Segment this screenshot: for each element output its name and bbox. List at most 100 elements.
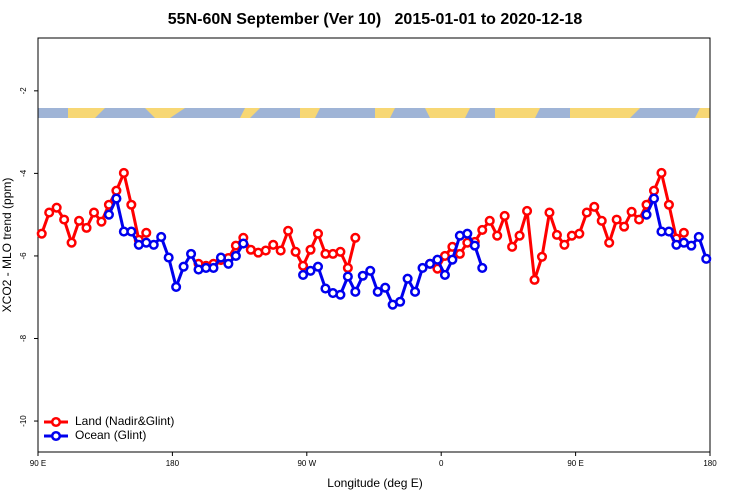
- data-point: [678, 227, 689, 238]
- chart-title: 55N-60N September (Ver 10) 2015-01-01 to…: [168, 11, 583, 28]
- data-point: [111, 193, 122, 204]
- data-point: [701, 253, 712, 264]
- data-point: [103, 209, 114, 220]
- data-point: [477, 262, 488, 273]
- data-point: [305, 265, 316, 276]
- x-tick-label: 180: [703, 459, 717, 468]
- data-point: [581, 207, 592, 218]
- data-point: [611, 214, 622, 225]
- data-point: [111, 185, 122, 196]
- data-point: [417, 262, 428, 273]
- data-point: [447, 254, 458, 265]
- data-point: [522, 205, 533, 216]
- data-point: [88, 207, 100, 218]
- data-point: [507, 241, 518, 252]
- y-axis-label: XCO2 - MLO trend (ppm): [0, 178, 14, 313]
- data-point: [238, 238, 249, 249]
- data-point: [59, 214, 70, 225]
- data-point: [574, 228, 585, 239]
- data-point: [350, 286, 361, 297]
- data-point: [156, 231, 167, 243]
- x-axis-label: Longitude (deg E): [327, 476, 422, 490]
- data-point: [589, 201, 600, 212]
- data-point: [477, 224, 488, 235]
- data-point: [312, 228, 324, 239]
- data-point: [126, 199, 137, 210]
- x-tick-label: 0: [439, 459, 444, 468]
- data-point: [439, 269, 450, 280]
- y-tick-label: -10: [19, 415, 28, 427]
- data-point: [656, 167, 667, 179]
- legend-label: Land (Nadir&Glint): [75, 414, 174, 428]
- data-point: [693, 231, 704, 243]
- data-point: [148, 239, 159, 250]
- data-point: [178, 261, 189, 272]
- data-point: [298, 260, 309, 271]
- plot-frame: [37, 37, 711, 453]
- legend-marker: [50, 416, 62, 428]
- data-point: [686, 240, 697, 251]
- map-strip: [38, 108, 710, 118]
- data-point: [641, 209, 652, 220]
- x-tick-label: 180: [166, 459, 180, 468]
- data-point: [66, 237, 77, 248]
- data-point: [469, 240, 480, 251]
- data-point: [529, 274, 540, 285]
- data-point: [544, 207, 555, 218]
- data-point: [36, 228, 47, 239]
- data-point: [51, 202, 62, 213]
- data-point: [283, 225, 294, 236]
- data-point: [604, 237, 615, 248]
- data-point: [619, 221, 630, 232]
- data-point: [551, 229, 562, 240]
- data-point: [163, 252, 174, 263]
- data-point: [648, 193, 660, 204]
- data-point: [410, 286, 421, 297]
- y-tick-label: -8: [19, 334, 28, 342]
- data-point: [484, 215, 495, 226]
- data-point: [208, 262, 219, 273]
- data-point: [44, 207, 55, 218]
- x-tick-label: 90 W: [297, 459, 316, 468]
- data-point: [230, 250, 241, 261]
- data-point: [96, 216, 107, 227]
- data-point: [663, 199, 674, 210]
- data-point: [141, 227, 152, 238]
- data-point: [536, 251, 548, 262]
- data-point: [275, 245, 286, 256]
- data-point: [320, 283, 331, 294]
- data-point: [342, 271, 353, 282]
- data-point: [432, 254, 443, 265]
- data-point: [260, 245, 271, 256]
- data-point: [402, 273, 413, 284]
- data-point: [186, 248, 197, 259]
- data-point: [439, 250, 450, 261]
- data-point: [74, 215, 85, 226]
- data-point: [357, 270, 368, 281]
- data-point: [81, 222, 92, 233]
- data-point: [365, 265, 376, 276]
- data-point: [335, 246, 346, 257]
- data-point: [268, 239, 279, 250]
- data-point: [492, 230, 503, 241]
- data-point: [290, 246, 301, 257]
- data-point: [350, 232, 361, 243]
- data-point: [335, 289, 346, 300]
- y-tick-label: -4: [19, 169, 28, 177]
- data-point: [342, 262, 353, 273]
- data-point: [215, 252, 226, 263]
- data-point: [634, 214, 645, 225]
- data-point: [305, 244, 316, 255]
- data-point: [118, 167, 129, 179]
- data-point: [663, 226, 674, 237]
- data-point: [395, 296, 406, 307]
- data-point: [454, 248, 465, 259]
- y-tick-label: -2: [19, 87, 28, 95]
- data-point: [380, 282, 391, 293]
- data-point: [126, 226, 137, 237]
- x-tick-label: 90 E: [567, 459, 583, 468]
- data-point: [171, 281, 182, 292]
- data-point: [298, 269, 309, 280]
